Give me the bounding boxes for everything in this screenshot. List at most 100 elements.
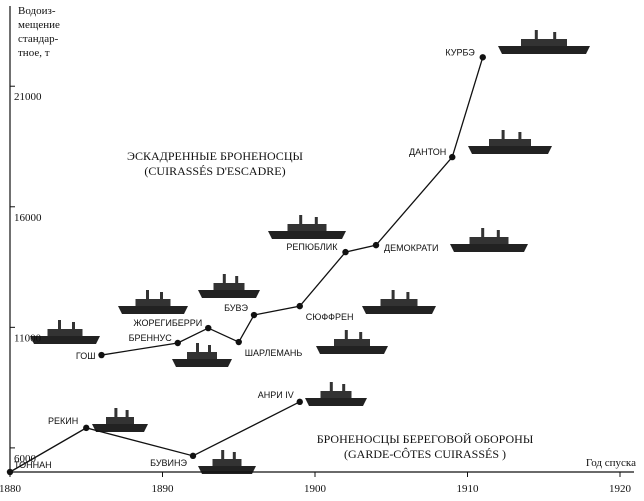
data-point (342, 248, 349, 256)
ship-silhouette (160, 292, 163, 300)
ship-silhouette (212, 459, 242, 466)
data-point (449, 153, 456, 161)
ship-silhouette (299, 215, 303, 225)
x-tick-label: 1880 (0, 483, 22, 495)
point-label: КУРБЭ (445, 47, 475, 57)
ship-silhouette (172, 359, 232, 367)
x-tick-label: 1920 (609, 483, 632, 495)
ship-silhouette (221, 450, 225, 460)
point-label: БУВЭ (224, 303, 248, 313)
y-axis-title: мещение (18, 19, 60, 31)
ship-silhouette (305, 398, 367, 406)
ship-silhouette (268, 231, 346, 239)
ship-silhouette (481, 228, 485, 238)
point-label: РЕКИН (48, 416, 78, 426)
data-point (296, 302, 303, 310)
data-point (235, 338, 242, 346)
ship-silhouette (196, 343, 199, 353)
ship-silhouette (187, 352, 217, 359)
ship-silhouette (553, 32, 557, 40)
ship-silhouette (314, 217, 318, 225)
ship-silhouette (469, 237, 509, 244)
data-point (205, 324, 212, 332)
ship-silhouette (498, 46, 590, 54)
group-title: ЭСКАДРЕННЫЕ БРОНЕНОСЦЫ (127, 149, 303, 163)
ship-silhouette (213, 283, 245, 290)
ship-silhouette (198, 466, 256, 474)
data-point (6, 468, 14, 476)
data-point (174, 339, 181, 347)
point-label: АНРИ IV (258, 390, 294, 400)
ship-silhouette (135, 299, 171, 306)
y-axis-title: стандар- (18, 33, 59, 45)
ship-silhouette (344, 330, 348, 340)
ship-silhouette (534, 30, 538, 40)
ship-silhouette (47, 329, 83, 336)
ship-silhouette (287, 224, 327, 231)
ship-silhouette (208, 345, 211, 353)
ship-silhouette (118, 306, 188, 314)
y-tick-label: 21000 (14, 91, 42, 103)
group-title: БРОНЕНОСЦЫ БЕРЕГОВОЙ ОБОРОНЫ (317, 432, 534, 446)
ship-silhouette (518, 132, 522, 140)
ship-silhouette (380, 299, 418, 306)
ship-silhouette (489, 139, 531, 146)
ship-silhouette (359, 332, 363, 340)
ship-silhouette (316, 346, 388, 354)
point-label: ДЕМОКРАТИ (384, 243, 439, 253)
group-title: (GARDE-CÔTES CUIRASSÉS ) (344, 447, 506, 461)
ship-silhouette (468, 146, 552, 154)
ship-silhouette (362, 306, 436, 314)
ship-silhouette (342, 384, 346, 392)
series-line (101, 57, 484, 356)
data-point (189, 452, 197, 460)
ship-silhouette (329, 382, 333, 392)
series-line (9, 401, 301, 473)
ship-silhouette (146, 290, 149, 300)
point-label: БРЕННУС (129, 333, 173, 343)
group-title: (CUIRASSÉS D'ESCADRE) (144, 164, 285, 178)
point-label: ШАРЛЕМАНЬ (245, 348, 303, 358)
x-axis-title: Год спуска (586, 457, 636, 469)
x-tick-label: 1890 (152, 483, 175, 495)
point-label: РЕПЮБЛИК (286, 242, 338, 252)
ship-silhouette (125, 410, 129, 418)
ship-silhouette (496, 230, 500, 238)
ship-silhouette (235, 276, 239, 284)
point-label: ЖОРЕГИБЕРРИ (133, 318, 202, 328)
x-tick-label: 1900 (304, 483, 327, 495)
point-label: БУВИНЭ (150, 458, 187, 468)
ship-silhouette (222, 274, 226, 284)
ship-silhouette (114, 408, 118, 418)
y-tick-label: 6000 (14, 453, 37, 465)
ship-silhouette (320, 391, 352, 398)
ship-silhouette (391, 290, 395, 300)
ship-silhouette (72, 322, 75, 330)
ship-silhouette (92, 424, 148, 432)
y-axis-title: тное, т (18, 47, 50, 59)
x-tick-label: 1910 (457, 483, 480, 495)
y-tick-label: 11000 (14, 332, 42, 344)
ship-silhouette (106, 417, 134, 424)
point-label: ТОННАН (14, 460, 52, 470)
ship-silhouette (334, 339, 370, 346)
ship-silhouette (58, 320, 61, 330)
y-tick-label: 16000 (14, 212, 42, 224)
data-point (83, 424, 90, 432)
ship-silhouette (450, 244, 528, 252)
data-point (479, 54, 486, 61)
ship-silhouette (406, 292, 410, 300)
point-label: СЮФФРЕН (306, 312, 354, 322)
data-point (98, 351, 105, 359)
ship-silhouette (30, 336, 100, 344)
point-label: ДАНТОН (409, 147, 446, 157)
point-label: ГОШ (76, 351, 96, 361)
ship-silhouette (501, 130, 505, 140)
ship-silhouette (521, 39, 567, 46)
y-axis-title: Водоиз- (18, 5, 56, 17)
ship-silhouette (198, 290, 260, 298)
ship-silhouette (232, 452, 236, 460)
data-point (372, 241, 380, 249)
data-point (296, 398, 303, 406)
